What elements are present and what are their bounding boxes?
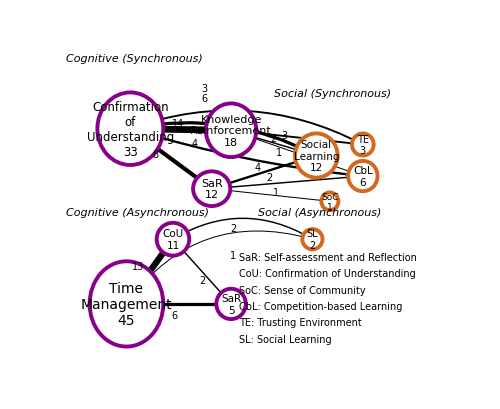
Ellipse shape xyxy=(216,289,246,319)
Text: 2: 2 xyxy=(270,134,276,144)
Text: SoC
1: SoC 1 xyxy=(321,192,338,211)
Text: Time
Management
45: Time Management 45 xyxy=(80,281,172,327)
Ellipse shape xyxy=(90,262,163,347)
Ellipse shape xyxy=(352,134,374,156)
FancyArrowPatch shape xyxy=(128,231,310,302)
Text: TE: Trusting Environment: TE: Trusting Environment xyxy=(239,318,362,328)
Text: SaR
12: SaR 12 xyxy=(201,178,222,200)
Text: 4: 4 xyxy=(254,162,261,172)
Ellipse shape xyxy=(193,172,230,207)
Text: SaR
5: SaR 5 xyxy=(221,293,241,315)
Text: Cognitive (Asynchronous): Cognitive (Asynchronous) xyxy=(66,207,210,217)
FancyArrowPatch shape xyxy=(133,124,314,155)
Text: CbL: Competition-based Learning: CbL: Competition-based Learning xyxy=(239,301,402,311)
Text: Confirmation
of
Understanding
33: Confirmation of Understanding 33 xyxy=(86,101,174,158)
Text: 1: 1 xyxy=(230,250,236,261)
Ellipse shape xyxy=(156,223,189,256)
Text: Social (Synchronous): Social (Synchronous) xyxy=(274,88,391,99)
Ellipse shape xyxy=(98,93,163,166)
Text: SaR: Self-assessment and Reflection: SaR: Self-assessment and Reflection xyxy=(239,252,416,262)
Text: CoU: Confirmation of Understanding: CoU: Confirmation of Understanding xyxy=(239,269,416,279)
Text: 1: 1 xyxy=(276,147,282,157)
Text: 3: 3 xyxy=(201,83,207,93)
Text: TE
3: TE 3 xyxy=(357,135,369,156)
Text: 8: 8 xyxy=(152,150,158,160)
Text: Social
Learning
12: Social Learning 12 xyxy=(294,139,339,173)
Text: 2: 2 xyxy=(199,276,205,285)
Text: 14: 14 xyxy=(172,119,184,129)
Ellipse shape xyxy=(206,104,256,158)
Text: Knowledge
Reinforcement
18: Knowledge Reinforcement 18 xyxy=(190,115,272,148)
Text: SL: Social Learning: SL: Social Learning xyxy=(239,334,332,344)
Text: 4: 4 xyxy=(191,139,198,148)
Ellipse shape xyxy=(295,134,338,178)
Text: CbL
6: CbL 6 xyxy=(353,166,372,187)
Text: 2: 2 xyxy=(266,173,272,182)
Text: 6: 6 xyxy=(171,310,177,320)
Text: 2: 2 xyxy=(230,223,236,233)
Text: CoU
11: CoU 11 xyxy=(162,229,184,250)
Text: 13: 13 xyxy=(132,261,144,271)
Text: SoC: Sense of Community: SoC: Sense of Community xyxy=(239,285,366,295)
FancyArrowPatch shape xyxy=(176,219,310,238)
Text: Cognitive (Synchronous): Cognitive (Synchronous) xyxy=(66,54,203,64)
Text: 3: 3 xyxy=(281,130,287,140)
FancyArrowPatch shape xyxy=(133,130,360,176)
Ellipse shape xyxy=(322,193,338,211)
Text: 6: 6 xyxy=(201,94,207,103)
Ellipse shape xyxy=(348,162,378,192)
Text: Social (Asynchronous): Social (Asynchronous) xyxy=(258,207,382,217)
Text: SL
2: SL 2 xyxy=(306,229,318,250)
FancyArrowPatch shape xyxy=(133,111,360,144)
Ellipse shape xyxy=(302,229,322,249)
Text: 1: 1 xyxy=(274,188,280,198)
